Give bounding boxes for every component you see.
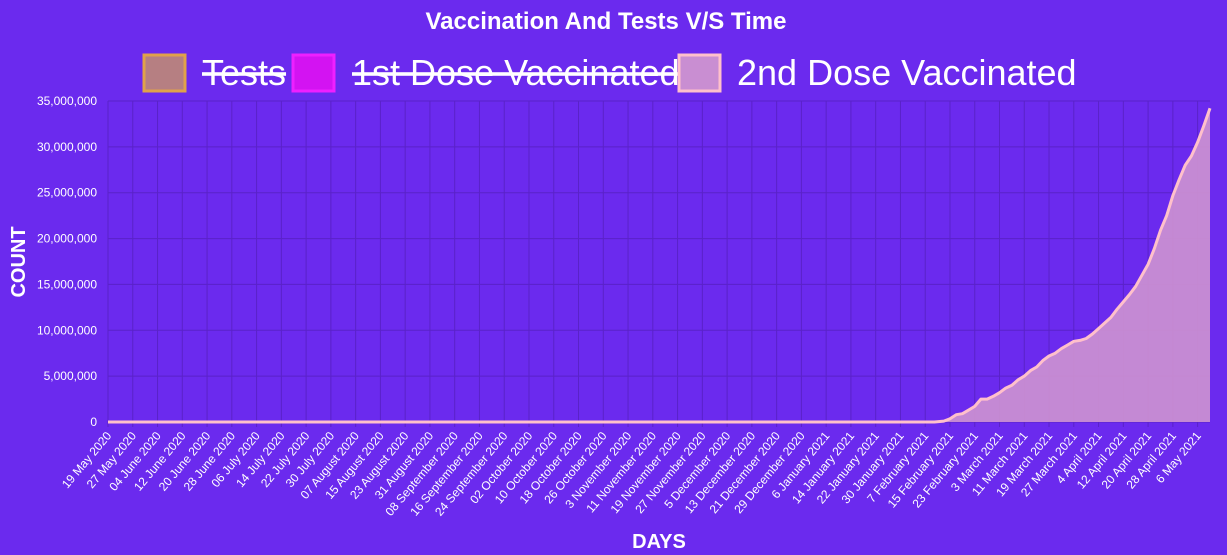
y-tick-label: 10,000,000 (37, 323, 97, 337)
x-axis-title: DAYS (632, 531, 686, 553)
y-axis-title: COUNT (8, 226, 30, 297)
legend-label-1st-dose: 1st Dose Vaccinated (352, 52, 680, 93)
y-tick-label: 35,000,000 (37, 94, 97, 108)
y-tick-label: 30,000,000 (37, 140, 97, 154)
legend-swatch-tests (142, 53, 187, 93)
legend-swatch-2nd-dose (677, 53, 722, 93)
series-area-2nd-dose (108, 108, 1210, 423)
y-tick-label: 5,000,000 (44, 369, 98, 383)
legend-swatch-1st-dose (291, 53, 336, 93)
y-tick-label: 15,000,000 (37, 277, 97, 291)
legend-label-tests: Tests (202, 52, 286, 93)
series-layer (108, 107, 1212, 424)
series-line-2nd-dose (108, 107, 1212, 424)
y-tick-label: 25,000,000 (37, 186, 97, 200)
legend-item-tests[interactable]: Tests (142, 52, 286, 93)
y-axis-ticks: 35,000,000 30,000,000 25,000,000 20,000,000… (37, 94, 97, 429)
y-tick-label: 20,000,000 (37, 232, 97, 246)
legend-item-2nd-dose[interactable]: 2nd Dose Vaccinated (677, 52, 1077, 93)
legend: Tests 1st Dose Vaccinated 2nd Dose Vacci… (142, 52, 1077, 93)
legend-label-2nd-dose: 2nd Dose Vaccinated (737, 52, 1077, 93)
y-tick-label: 0 (90, 415, 97, 429)
chart-title: Vaccination And Tests V/S Time (426, 8, 787, 35)
legend-item-1st-dose[interactable]: 1st Dose Vaccinated (291, 52, 680, 93)
